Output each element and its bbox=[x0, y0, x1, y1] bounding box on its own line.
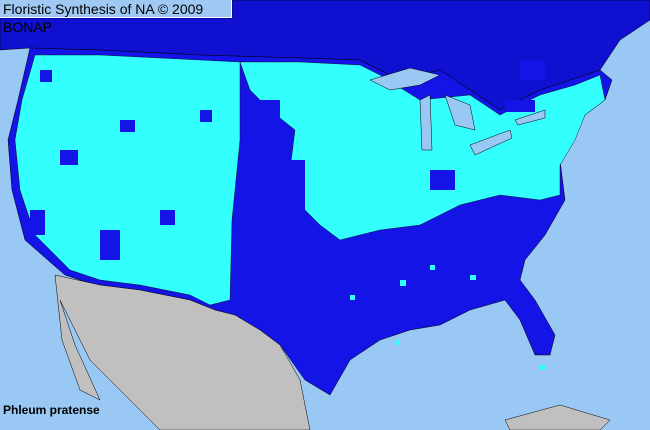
absent-patches bbox=[30, 60, 545, 260]
mexico-region bbox=[54, 274, 311, 430]
cuba bbox=[504, 404, 611, 430]
map-title: Floristic Synthesis of NA © 2009 BONAP bbox=[0, 0, 232, 35]
present-south-patches bbox=[350, 265, 545, 370]
species-label: Phleum pratense bbox=[3, 403, 100, 417]
present-west bbox=[14, 54, 241, 306]
great-lakes bbox=[369, 67, 546, 156]
